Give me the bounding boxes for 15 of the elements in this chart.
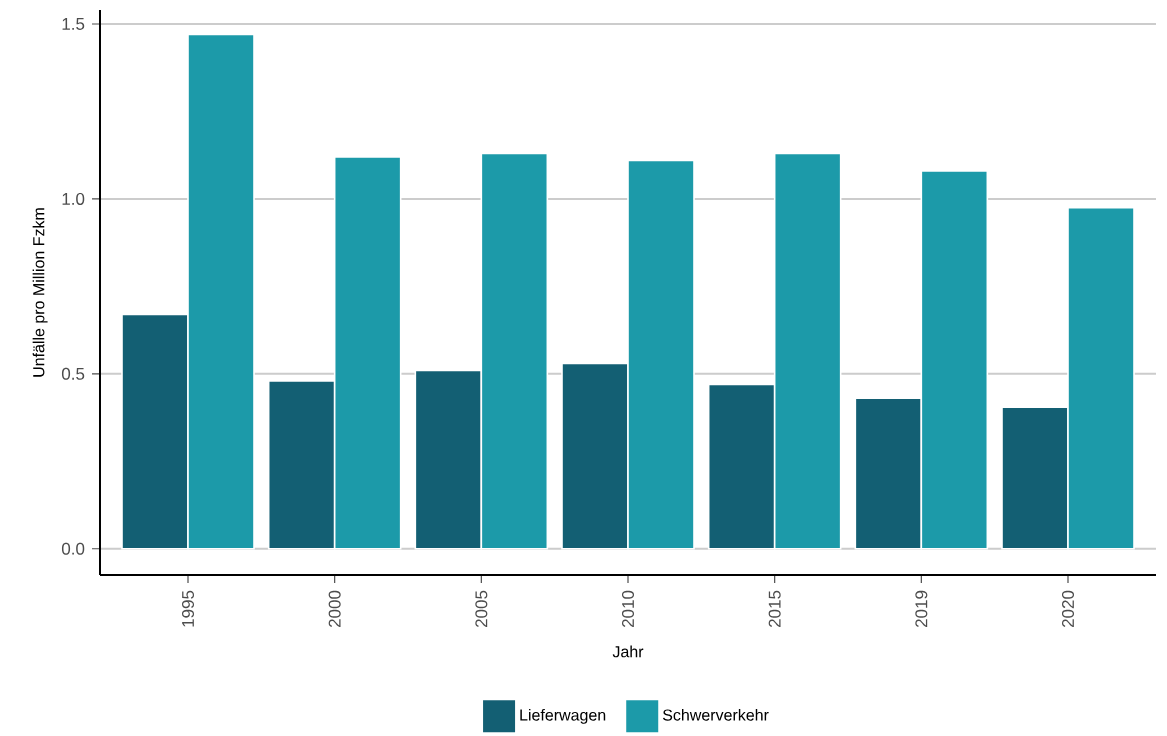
x-tick-label: 2010	[622, 590, 635, 627]
y-axis-title: Unfälle pro Million Fzkm	[32, 208, 48, 377]
y-tick-label: 1.0	[62, 192, 85, 205]
x-tick-label: 2019	[915, 590, 928, 627]
y-tick-label: 1.5	[62, 17, 85, 30]
legend-label: Schwerverkehr	[662, 708, 769, 721]
x-tick-label: 2020	[1061, 590, 1075, 627]
x-tick-label: 2000	[328, 590, 341, 627]
y-tick-label: 0.0	[61, 542, 85, 555]
x-tick-label: 1995	[182, 590, 195, 627]
legend-label: Lieferwagen	[520, 708, 606, 724]
y-tick-label: 0.5	[61, 367, 85, 380]
x-axis-title: Jahr	[612, 645, 644, 658]
x-tick-label: 2005	[475, 590, 488, 627]
x-tick-label: 2015	[768, 590, 781, 627]
